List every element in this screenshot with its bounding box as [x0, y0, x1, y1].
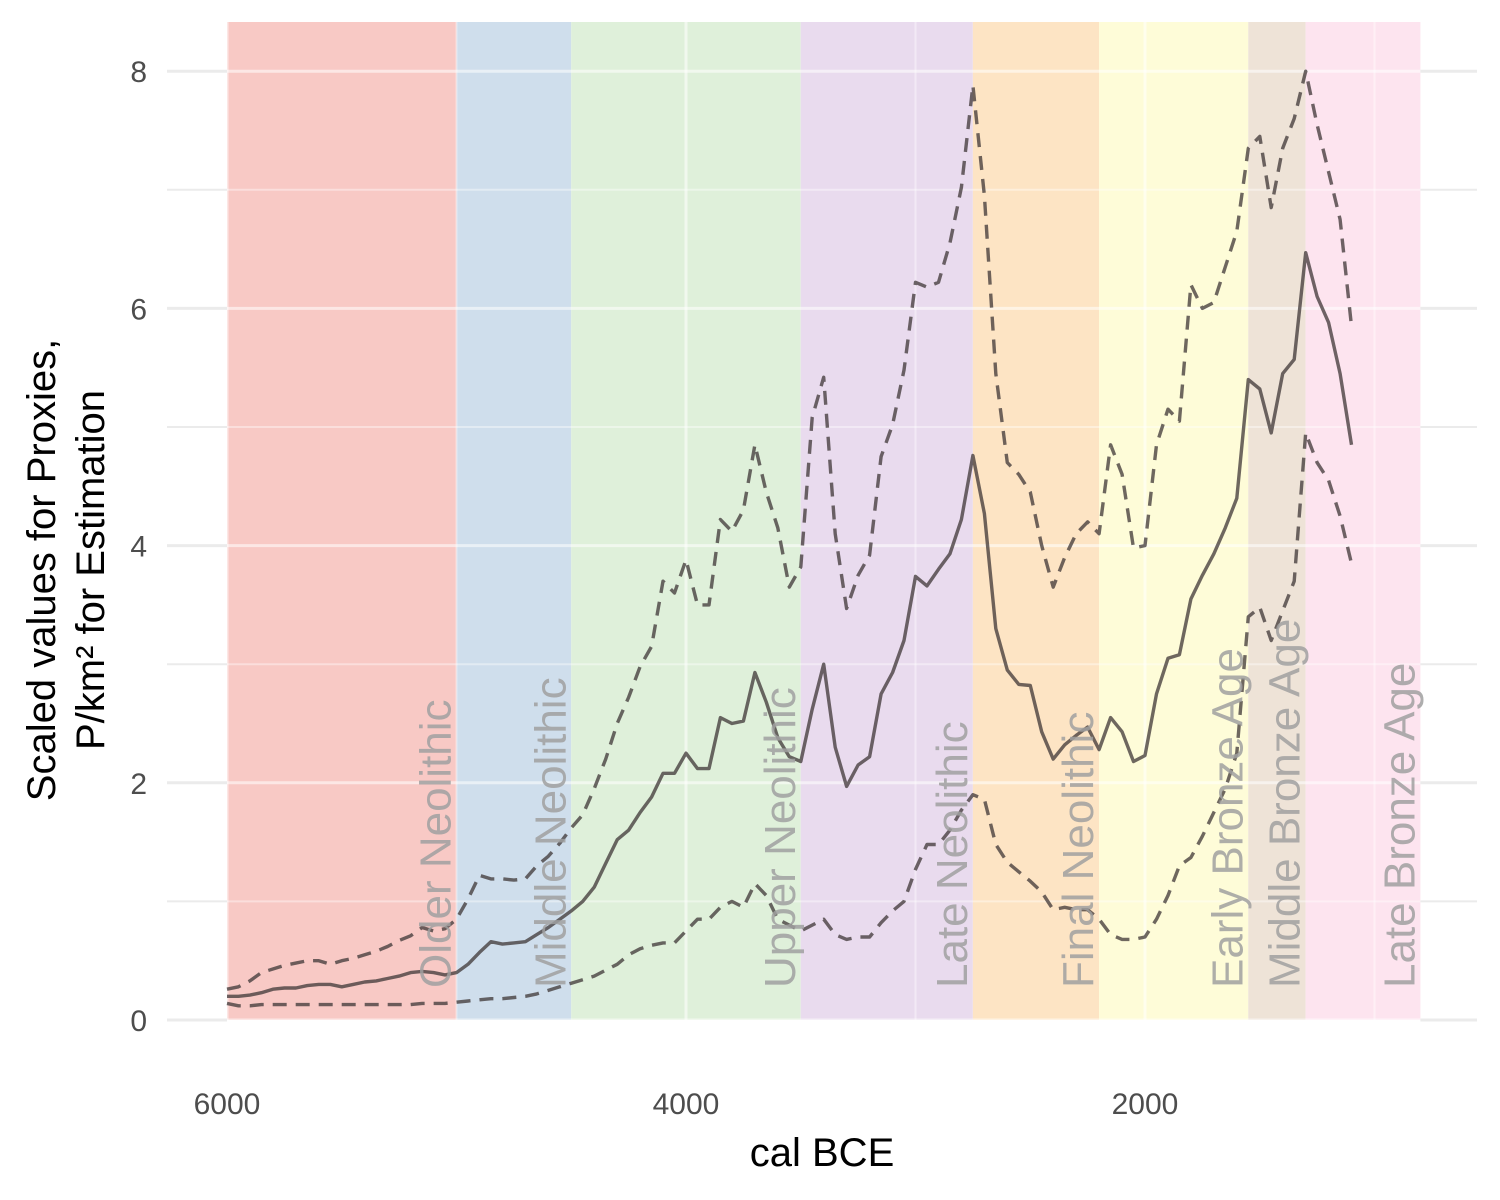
period-band-3: [800, 22, 973, 1020]
period-band-7: [1305, 22, 1421, 1020]
y-tick-label: 2: [130, 768, 147, 801]
period-band-5: [1099, 22, 1249, 1020]
x-tick-label: 2000: [1112, 1088, 1179, 1121]
y-axis-title: Scaled values for Proxies, P/km² for Est…: [20, 339, 113, 801]
series-line-0: [227, 251, 1354, 998]
period-label-4: Final Neolithic: [1054, 712, 1103, 988]
y-tick-label: 6: [130, 293, 147, 326]
y-axis-title-line-1: Scaled values for Proxies,: [20, 339, 64, 801]
y-tick-label: 8: [130, 56, 147, 89]
y-tick-label: 4: [130, 531, 147, 564]
series-line-2: [226, 431, 1354, 1008]
y-axis-title-line-2: P/km² for Estimation: [69, 390, 113, 750]
period-label-6: Middle Bronze Age: [1261, 619, 1310, 988]
period-label-2: Upper Neolithic: [756, 687, 805, 988]
y-tick-label: 0: [130, 1005, 147, 1038]
x-axis-title: cal BCE: [750, 1131, 895, 1175]
period-label-3: Late Neolithic: [928, 721, 977, 988]
period-label-0: Older Neolithic: [412, 699, 461, 988]
y-axis-ticks: 0 2 4 6 8: [130, 56, 147, 1038]
period-label-5: Early Bronze Age: [1203, 648, 1252, 988]
x-axis-ticks: 6000 4000 2000: [194, 1088, 1179, 1121]
period-labels: Older Neolithic Middle Neolithic Upper Neo…: [412, 619, 1425, 988]
data-series: [226, 69, 1354, 1008]
period-label-1: Middle Neolithic: [526, 677, 575, 988]
x-tick-label: 4000: [653, 1088, 720, 1121]
series-line-1: [226, 69, 1354, 991]
period-band-0: [227, 22, 457, 1020]
x-tick-label: 6000: [194, 1088, 261, 1121]
period-band-6: [1248, 22, 1306, 1020]
period-label-7: Late Bronze Age: [1375, 663, 1424, 988]
